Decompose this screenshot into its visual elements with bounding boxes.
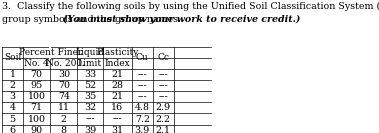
Text: 1: 1 <box>9 70 16 79</box>
Text: 2: 2 <box>61 115 67 124</box>
Text: ---: --- <box>112 115 122 124</box>
Text: 100: 100 <box>28 115 45 124</box>
Text: 2.1: 2.1 <box>156 126 171 133</box>
Text: 7.2: 7.2 <box>135 115 150 124</box>
Text: 3.  Classify the following soils by using the Unified Soil Classification System: 3. Classify the following soils by using… <box>2 2 379 11</box>
Text: 2.2: 2.2 <box>156 115 171 124</box>
Text: ---: --- <box>158 70 168 79</box>
Text: 39: 39 <box>84 126 96 133</box>
Text: ---: --- <box>137 81 147 90</box>
Text: 11: 11 <box>58 103 70 112</box>
Text: Percent Finer: Percent Finer <box>19 48 82 57</box>
Text: 21: 21 <box>111 70 123 79</box>
Text: 95: 95 <box>31 81 43 90</box>
Text: 52: 52 <box>84 81 96 90</box>
Text: Cc: Cc <box>157 53 169 62</box>
Text: ---: --- <box>158 92 168 101</box>
Text: 28: 28 <box>111 81 123 90</box>
Text: 100: 100 <box>28 92 45 101</box>
Text: 74: 74 <box>58 92 70 101</box>
Text: 30: 30 <box>58 70 70 79</box>
Text: 35: 35 <box>84 92 96 101</box>
Text: 6: 6 <box>9 126 16 133</box>
Text: 32: 32 <box>84 103 96 112</box>
Text: group symbols and the group names.: group symbols and the group names. <box>2 15 184 24</box>
Text: Plasticity
Index: Plasticity Index <box>96 48 138 68</box>
Text: 4.8: 4.8 <box>135 103 150 112</box>
Text: 70: 70 <box>31 70 43 79</box>
Text: No. 4: No. 4 <box>24 59 49 68</box>
Text: 2.9: 2.9 <box>156 103 171 112</box>
Text: ---: --- <box>137 70 147 79</box>
Text: 3.9: 3.9 <box>135 126 150 133</box>
Text: (You must show your work to receive credit.): (You must show your work to receive cred… <box>63 15 300 24</box>
Text: 90: 90 <box>31 126 43 133</box>
Text: 21: 21 <box>111 92 123 101</box>
Text: Cu: Cu <box>136 53 149 62</box>
Text: 4: 4 <box>9 103 16 112</box>
Text: 33: 33 <box>84 70 96 79</box>
Text: 3: 3 <box>9 92 16 101</box>
Text: ---: --- <box>158 81 168 90</box>
Text: 71: 71 <box>31 103 43 112</box>
Text: 16: 16 <box>111 103 123 112</box>
Text: 70: 70 <box>58 81 70 90</box>
Text: Soil: Soil <box>4 53 21 62</box>
Text: Liquid
Limit: Liquid Limit <box>75 48 105 68</box>
Text: 2: 2 <box>9 81 16 90</box>
Text: 31: 31 <box>111 126 123 133</box>
Text: 8: 8 <box>61 126 67 133</box>
Text: 5: 5 <box>9 115 16 124</box>
Text: No. 200: No. 200 <box>46 59 82 68</box>
Text: ---: --- <box>137 92 147 101</box>
Text: ---: --- <box>85 115 95 124</box>
